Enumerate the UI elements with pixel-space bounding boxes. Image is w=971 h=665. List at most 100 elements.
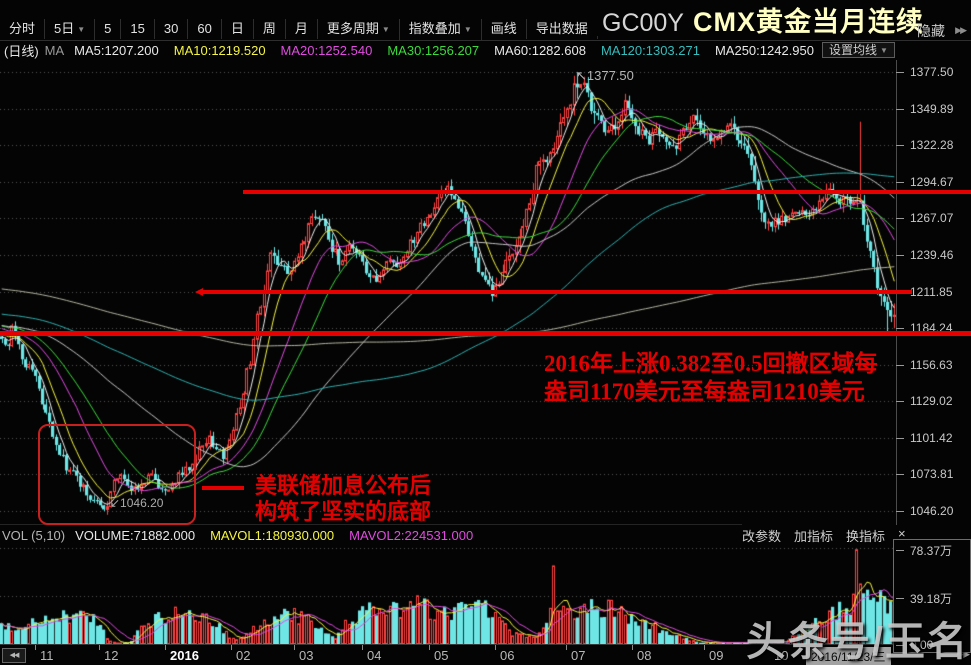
dropdown-caret-icon: ▼ bbox=[463, 24, 472, 34]
toolbar-item-day[interactable]: 日 bbox=[222, 19, 254, 39]
collapse-arrows-icon[interactable]: ▶▶ bbox=[955, 25, 967, 35]
ma-settings-label: 设置均线 bbox=[829, 43, 878, 57]
resistance-line[interactable] bbox=[243, 190, 971, 194]
toolbar-item-month[interactable]: 月 bbox=[286, 19, 318, 39]
volume-indicator-bar: VOL (5,10) VOLUME:71882.000 MAVOL1:180930… bbox=[0, 524, 742, 545]
symbol-name: CMX黄金当月连续 bbox=[692, 7, 924, 37]
support-low-line[interactable] bbox=[0, 331, 971, 336]
volume-axis-value: 39.18万 bbox=[910, 592, 953, 606]
vol-value-1: MAVOL1:180930.000 bbox=[210, 527, 335, 543]
x-axis-label: 03 bbox=[299, 648, 314, 663]
price-axis-label: 1101.42 bbox=[896, 431, 953, 445]
ma-settings-button[interactable]: 设置均线 ▼ bbox=[822, 42, 895, 58]
x-axis-tick bbox=[495, 645, 496, 650]
toolbar-item-fenshi[interactable]: 分时 bbox=[0, 19, 46, 39]
x-axis-label: 02 bbox=[236, 648, 251, 663]
price-axis-label: 1267.07 bbox=[896, 211, 953, 225]
tick-mark bbox=[896, 550, 904, 551]
price-axis-label: 1322.28 bbox=[896, 138, 953, 152]
volume-axis-label: 0.00 bbox=[896, 638, 933, 652]
tick-mark bbox=[896, 400, 904, 402]
vol-button-switch-indicator[interactable]: 换指标 bbox=[846, 529, 886, 544]
vol-button-add-indicator[interactable]: 加指标 bbox=[794, 529, 834, 544]
toolbar-item-5day[interactable]: 5日 ▼ bbox=[45, 18, 96, 40]
tick-mark bbox=[896, 327, 904, 329]
price-axis-value: 1322.28 bbox=[910, 138, 954, 152]
x-axis-label: 09 bbox=[709, 648, 724, 663]
price-axis-value: 1377.50 bbox=[910, 65, 954, 79]
toolbar-item-more-period[interactable]: 更多周期 ▼ bbox=[318, 18, 400, 40]
x-axis-tick bbox=[294, 645, 295, 650]
tick-mark bbox=[896, 644, 904, 646]
ma-value-1: MA10:1219.520 bbox=[173, 42, 266, 58]
tick-mark bbox=[896, 181, 904, 183]
x-axis-label: 10 bbox=[774, 648, 789, 663]
toolbar-item-min60[interactable]: 60 bbox=[188, 19, 222, 39]
vol-button-change-params[interactable]: 改参数 bbox=[742, 529, 782, 544]
price-axis-label: 1073.81 bbox=[896, 467, 953, 481]
x-axis-label: 04 bbox=[367, 648, 382, 663]
price-axis-label: 1239.46 bbox=[896, 248, 953, 262]
period-label: (日线) bbox=[4, 43, 39, 59]
price-axis-label: 1156.63 bbox=[896, 358, 953, 372]
ma-value-2: MA20:1252.540 bbox=[280, 42, 373, 58]
hide-button[interactable]: 隐藏 bbox=[917, 23, 945, 39]
price-axis-label: 1377.50 bbox=[896, 65, 953, 79]
bottom-annotation-line2: 构筑了坚实的底部 bbox=[255, 499, 432, 524]
x-axis-label: 12 bbox=[104, 648, 119, 663]
arrow-tip-icon bbox=[195, 288, 203, 296]
toolbar-item-min15[interactable]: 15 bbox=[121, 19, 155, 39]
tick-mark bbox=[896, 473, 904, 475]
price-axis-value: 1101.42 bbox=[910, 431, 953, 445]
tick-mark bbox=[896, 144, 904, 146]
x-axis-tick bbox=[632, 645, 633, 650]
tick-mark bbox=[896, 510, 904, 512]
scroll-right-button[interactable]: ▶▶ bbox=[957, 649, 970, 659]
volume-axis-value: 78.37万 bbox=[910, 544, 953, 558]
x-axis-label: 05 bbox=[434, 648, 449, 663]
volume-axis: 78.37万 39.18万 0.00 bbox=[893, 539, 971, 653]
toolbar-item-week[interactable]: 周 bbox=[254, 19, 286, 39]
x-axis-label: 08 bbox=[637, 648, 652, 663]
x-axis-label: 07 bbox=[571, 648, 586, 663]
volume-axis-value: 0.00 bbox=[910, 638, 934, 652]
tick-mark bbox=[896, 437, 904, 439]
volume-axis-label: 39.18万 bbox=[896, 590, 952, 607]
support-mid-line[interactable] bbox=[195, 288, 912, 296]
x-axis-tick bbox=[231, 645, 232, 650]
tick-mark bbox=[896, 217, 904, 219]
bottom-annotation: 美联储加息公布后 构筑了坚实的底部 bbox=[255, 473, 431, 525]
bottom-pattern-box[interactable] bbox=[38, 424, 196, 525]
x-axis-label: 11 bbox=[40, 648, 54, 663]
bottom-annotation-line1: 美联储加息公布后 bbox=[255, 473, 432, 498]
volume-chart-canvas[interactable] bbox=[0, 545, 896, 644]
toolbar-item-draw-line[interactable]: 画线 bbox=[482, 19, 527, 39]
price-axis-value: 1129.02 bbox=[910, 394, 953, 408]
x-axis-tick bbox=[165, 645, 166, 650]
fib-annotation-line2: 盎司1170美元至每盎司1210美元 bbox=[544, 379, 865, 404]
toolbar-item-export-data[interactable]: 导出数据 bbox=[527, 19, 598, 39]
price-axis-label: 1129.02 bbox=[896, 394, 953, 408]
toolbar-item-min30[interactable]: 30 bbox=[155, 19, 189, 39]
toolbar-item-index-overlay[interactable]: 指数叠加 ▼ bbox=[400, 18, 482, 40]
tick-mark bbox=[896, 108, 904, 110]
toolbar-item-min5[interactable]: 5 bbox=[95, 19, 122, 39]
annotation-dash bbox=[202, 486, 244, 490]
price-axis-value: 1046.20 bbox=[910, 504, 954, 518]
x-axis-tick bbox=[99, 645, 100, 650]
x-axis-label: 2016 bbox=[170, 648, 199, 663]
x-axis-label: 06 bbox=[500, 648, 515, 663]
ma-indicator-bar: (日线) MA MA5:1207.200 MA10:1219.520 MA20:12… bbox=[0, 41, 971, 59]
volume-axis-label: 78.37万 bbox=[896, 542, 952, 559]
dropdown-caret-icon: ▼ bbox=[880, 46, 888, 55]
x-axis-tick bbox=[35, 645, 36, 650]
fib-annotation: 2016年上涨0.382至0.5回撤区域每 盎司1170美元至每盎司1210美元 bbox=[544, 350, 878, 406]
price-axis-label: 1349.89 bbox=[896, 102, 953, 116]
fib-annotation-line1: 2016年上涨0.382至0.5回撤区域每 bbox=[544, 351, 878, 376]
vol-button-close[interactable]: × bbox=[898, 526, 906, 541]
x-axis-tick bbox=[769, 645, 770, 650]
price-axis-label: 1294.67 bbox=[896, 175, 953, 189]
scroll-left-button[interactable]: ◀◀ bbox=[2, 648, 26, 663]
toolbar: 分时 5日 ▼ 5 15 30 60 日周月更多周期 ▼ 指数叠加 ▼ 画线 导出数据 bbox=[0, 0, 971, 41]
